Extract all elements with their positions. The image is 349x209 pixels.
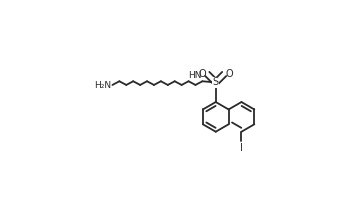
Text: O: O bbox=[226, 69, 233, 79]
Text: O: O bbox=[198, 69, 206, 79]
Text: S: S bbox=[213, 77, 219, 87]
Text: I: I bbox=[240, 143, 243, 153]
Text: H₂N: H₂N bbox=[94, 81, 111, 90]
Text: HN: HN bbox=[188, 71, 201, 80]
